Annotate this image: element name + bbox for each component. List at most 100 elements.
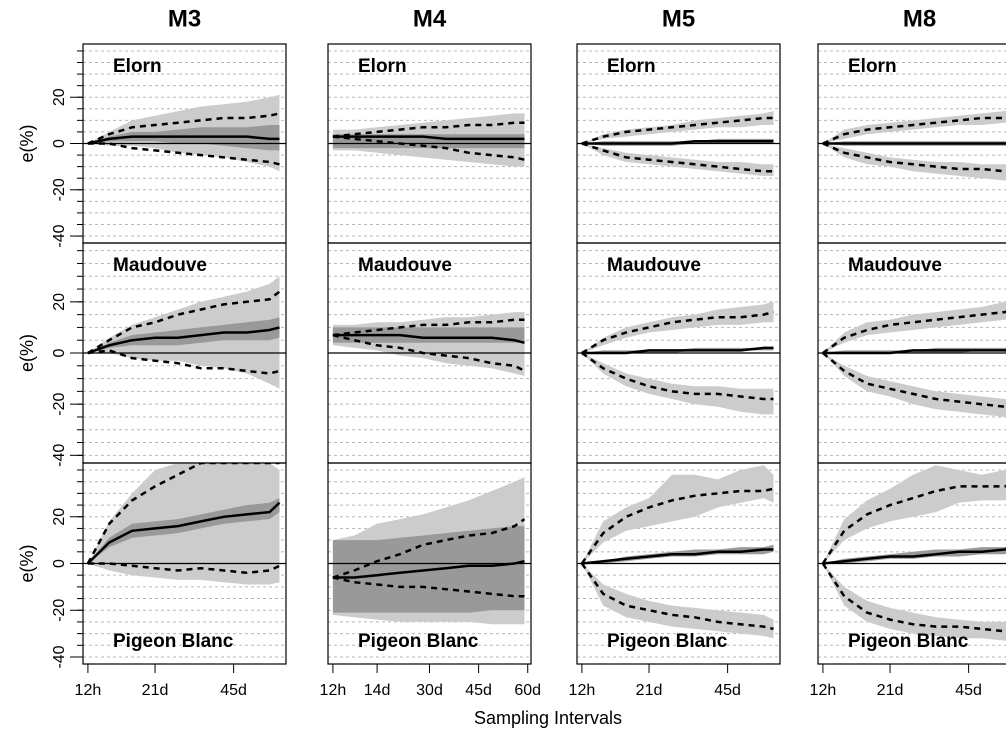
- y-tick-label: 20: [51, 508, 68, 526]
- dashed-line: [332, 318, 525, 337]
- panel: [577, 250, 780, 456]
- panel: [818, 250, 1006, 456]
- panel-frame: [327, 462, 532, 665]
- y-tick-label: -40: [51, 224, 68, 247]
- dashed-line: [87, 290, 281, 355]
- dashed-line: [87, 112, 280, 145]
- light-band: [822, 110, 1006, 144]
- y-axis-label: e(%): [17, 124, 37, 162]
- panel: [577, 50, 780, 237]
- dashed-line: [332, 135, 525, 161]
- dashed-line: [581, 142, 774, 173]
- light-band: [822, 353, 1006, 418]
- row-name: Pigeon Blanc: [113, 631, 234, 652]
- row-name: Maudouve: [848, 255, 942, 276]
- row-name: Maudouve: [607, 255, 701, 276]
- column-title: M8: [903, 5, 936, 32]
- row-name: Elorn: [113, 56, 162, 77]
- x-tick-label: 21d: [636, 682, 663, 699]
- median-line: [822, 349, 1006, 355]
- x-tick-label: 14d: [364, 682, 391, 699]
- dark-band: [87, 317, 280, 353]
- light-band: [581, 465, 774, 564]
- dashed-line: [822, 310, 1006, 355]
- panel-frame: [82, 462, 287, 665]
- row-name: Elorn: [607, 56, 656, 77]
- dashed-line: [821, 562, 1006, 633]
- panel-frame: [817, 462, 1006, 665]
- y-tick-label: -40: [51, 444, 68, 467]
- x-tick-label: 12h: [810, 682, 837, 699]
- dashed-line: [332, 333, 526, 373]
- dashed-line: [580, 487, 774, 565]
- x-tick-label: 21d: [877, 682, 904, 699]
- light-band: [581, 563, 774, 639]
- panel: [818, 465, 1006, 658]
- column-title: M3: [168, 5, 201, 32]
- y-tick-label: -40: [51, 645, 68, 668]
- light-band: [581, 301, 774, 353]
- x-tick-label: 30d: [416, 682, 443, 699]
- x-tick-label: 45d: [220, 682, 247, 699]
- x-axis-label: Sampling Intervals: [474, 708, 622, 728]
- y-tick-label: 0: [51, 559, 68, 568]
- column-title: M5: [662, 5, 695, 32]
- y-tick-label: 20: [51, 293, 68, 311]
- dashed-line: [581, 310, 774, 355]
- panel: [577, 465, 780, 658]
- light-band: [581, 353, 774, 415]
- y-axis-label: e(%): [17, 544, 37, 582]
- dashed-line: [87, 142, 280, 166]
- y-tick-label: -20: [51, 392, 68, 415]
- y-tick-label: 20: [51, 88, 68, 106]
- x-tick-label: 21d: [142, 682, 169, 699]
- row-name: Elorn: [848, 56, 897, 77]
- row-name: Maudouve: [358, 255, 452, 276]
- row-name: Elorn: [358, 56, 407, 77]
- median-line: [581, 139, 774, 145]
- median-line: [87, 501, 281, 565]
- light-band: [581, 143, 774, 176]
- x-tick-label: 12h: [75, 682, 102, 699]
- dashed-line: [87, 349, 280, 375]
- row-name: Pigeon Blanc: [848, 631, 969, 652]
- median-line: [822, 547, 1006, 565]
- x-tick-label: 12h: [320, 682, 347, 699]
- x-tick-label: 45d: [955, 682, 982, 699]
- panel: [83, 250, 286, 456]
- dashed-line: [581, 116, 774, 145]
- x-tick-label: 45d: [714, 682, 741, 699]
- dashed-line: [332, 576, 525, 598]
- x-tick-label: 45d: [465, 682, 492, 699]
- panel: [818, 50, 1006, 237]
- row-name: Pigeon Blanc: [607, 631, 728, 652]
- dashed-line: [87, 562, 281, 575]
- median-line: [332, 559, 525, 579]
- light-band: [822, 143, 1006, 181]
- dashed-line: [822, 352, 1006, 409]
- panel: [83, 50, 286, 237]
- y-tick-label: -20: [51, 599, 68, 622]
- dashed-line: [86, 463, 280, 565]
- panel: [328, 469, 531, 658]
- panel: [83, 463, 286, 658]
- median-line: [581, 346, 774, 355]
- dashed-line: [332, 518, 526, 579]
- dashed-line: [332, 121, 525, 138]
- row-name: Pigeon Blanc: [358, 631, 479, 652]
- median-line: [87, 135, 280, 145]
- panel-frame: [576, 462, 781, 665]
- dark-band: [87, 498, 280, 564]
- light-band: [822, 301, 1006, 353]
- x-tick-label: 60d: [514, 682, 541, 699]
- y-tick-label: 0: [51, 139, 68, 148]
- panel: [328, 50, 531, 237]
- row-name: Maudouve: [113, 255, 207, 276]
- column-title: M4: [413, 5, 447, 32]
- dashed-line: [822, 142, 1006, 173]
- light-band: [822, 465, 1006, 564]
- median-line: [332, 333, 525, 345]
- median-line: [581, 548, 774, 565]
